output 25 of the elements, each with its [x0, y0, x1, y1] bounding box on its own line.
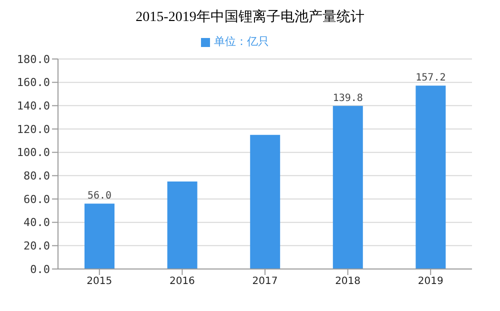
data-label: 157.2: [416, 72, 446, 84]
x-tick-label: 2019: [418, 276, 444, 288]
y-tick-label: 180.0: [16, 52, 50, 66]
y-tick-label: 120.0: [16, 122, 50, 136]
x-tick-label: 2015: [86, 276, 112, 288]
legend-label: 单位：亿只: [214, 36, 269, 48]
bar: [416, 86, 446, 269]
y-tick-label: 20.0: [24, 240, 50, 253]
bar: [84, 204, 114, 269]
chart-title: 2015-2019年中国锂离子电池产量统计: [134, 8, 366, 26]
y-tick-label: 160.0: [16, 76, 50, 90]
x-tick-label: 2016: [169, 276, 195, 288]
data-label: 139.8: [332, 92, 363, 104]
y-tick-label: 140.0: [16, 100, 50, 113]
y-tick-label: 60.0: [24, 192, 50, 206]
data-label: 56.0: [87, 190, 112, 202]
y-tick-label: 80.0: [24, 170, 50, 183]
y-tick-label: 0.0: [30, 262, 50, 276]
x-tick-label: 2017: [252, 276, 278, 288]
bar: [332, 106, 363, 269]
bar: [250, 134, 280, 269]
y-tick-label: 100.0: [16, 146, 50, 160]
x-tick-label: 2018: [335, 276, 361, 288]
y-tick-label: 40.0: [24, 216, 50, 230]
bar: [167, 182, 198, 269]
